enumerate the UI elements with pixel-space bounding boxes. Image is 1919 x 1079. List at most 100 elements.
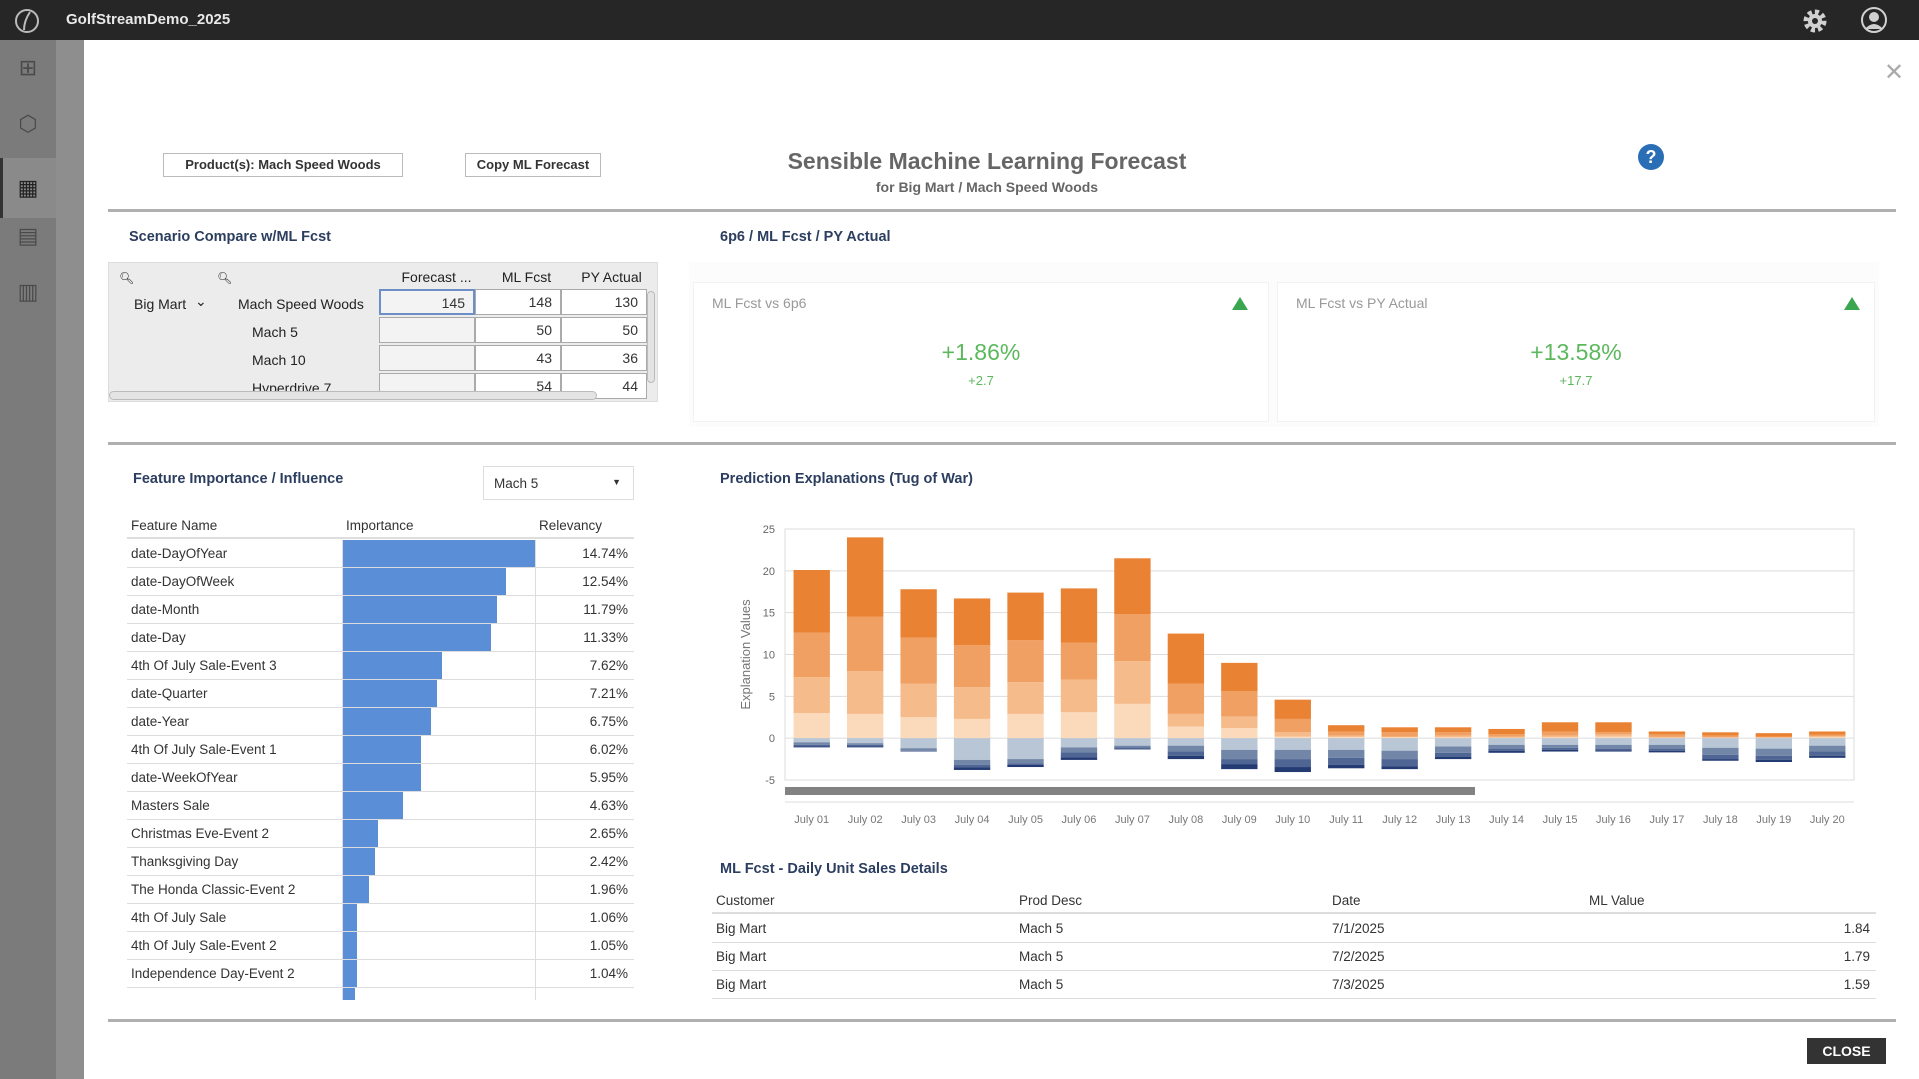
positive-bar-segment [900,683,937,718]
positive-bar-segment [1167,683,1205,714]
py-actual-cell[interactable]: 36 [561,345,647,371]
negative-bar-segment [793,742,830,745]
forecast-cell[interactable]: 145 [379,289,475,315]
importance-bar [343,988,355,1000]
sidebar-item-dashboard[interactable]: ▦ [0,158,56,218]
ml-value-cell: 1.59 [1843,977,1870,992]
search-icon[interactable]: 🔍︎ [217,271,233,285]
positive-bar-segment [953,718,991,739]
column-header[interactable]: ML Fcst [501,269,552,285]
detail-row: Big Mart Mach 5 7/2/2025 1.79 [712,943,1876,971]
trend-up-icon [1232,297,1248,310]
page-title: Sensible Machine Learning Forecast [787,148,1187,174]
positive-bar-segment [1381,736,1418,738]
ml-fcst-cell[interactable]: 50 [475,317,561,343]
x-tick-label: July 15 [1543,814,1578,826]
ml-fcst-cell[interactable]: 148 [475,289,561,315]
column-header: Feature Name [131,518,218,533]
kpi-delta: +17.7 [1559,373,1593,388]
chart-scrollbar[interactable] [785,787,1475,795]
positive-bar-segment [1221,728,1258,739]
customer-cell: Big Mart [716,921,767,936]
relevancy-value: 1.06% [589,910,628,925]
negative-bar-segment [1328,757,1365,765]
feature-row: Christmas Eve-Event 2 2.65% [127,820,634,848]
relevancy-value: 11.79% [583,602,628,617]
py-actual-cell[interactable]: 50 [561,317,647,343]
details-title: ML Fcst - Daily Unit Sales Details [720,861,948,877]
y-tick-label: 0 [769,733,775,745]
ml-fcst-cell[interactable]: 43 [475,345,561,371]
negative-bar-segment [793,744,830,747]
negative-bar-segment [1060,738,1098,748]
forecast-cell[interactable] [379,317,475,343]
negative-bar-segment [847,738,884,744]
negative-bar-segment [1328,764,1365,769]
importance-bar [343,876,369,903]
copy-ml-forecast-button[interactable]: Copy ML Forecast [465,153,601,177]
column-header[interactable]: PY Actual [581,269,642,285]
feature-name: Thanksgiving Day [131,854,239,869]
product-dropdown[interactable]: Mach 5 ▼ [483,466,634,500]
customer-label: Big Mart [134,296,187,312]
negative-bar-segment [1648,738,1686,745]
positive-bar-segment [1328,736,1365,739]
column-header[interactable]: Forecast ... [401,269,472,285]
kpi-section-title: 6p6 / ML Fcst / PY Actual [720,229,891,245]
kpi-card: ML Fcst vs 6p6 +1.86% +2.7 [693,282,1269,422]
negative-bar-segment [1060,752,1098,758]
forecast-cell[interactable] [379,345,475,371]
x-tick-label: July 16 [1596,814,1631,826]
close-icon[interactable]: ✕ [1884,59,1905,86]
gear-icon[interactable] [1801,7,1829,35]
relevancy-value: 12.54% [582,574,628,589]
positive-bar-segment [1328,725,1365,732]
py-actual-cell[interactable]: 130 [561,289,647,315]
horizontal-scrollbar[interactable] [109,391,597,400]
negative-bar-segment [1648,744,1686,749]
positive-bar-segment [1007,682,1044,714]
positive-bar-segment [1541,735,1579,738]
feature-row: Thanksgiving Day 2.42% [127,848,634,876]
close-button[interactable]: CLOSE [1807,1038,1886,1064]
hierarchy-icon[interactable]: ⊞ [18,55,38,80]
modal-backdrop [56,40,84,1079]
y-tick-label: 25 [763,524,775,536]
positive-bar-segment [1434,735,1472,738]
positive-bar-segment [1381,727,1418,733]
product-selector-button[interactable]: Product(s): Mach Speed Woods [163,153,403,177]
x-tick-label: July 18 [1703,814,1738,826]
search-icon[interactable]: 🔍︎ [119,271,135,285]
scenario-compare-grid: 🔍︎ 🔍︎ Forecast ... ML Fcst PY Actual Big… [108,262,658,402]
customer-cell: Big Mart [716,949,767,964]
positive-bar-segment [1648,736,1686,738]
vertical-scrollbar[interactable] [647,291,655,383]
chevron-down-icon[interactable]: ⌄ [195,293,207,309]
y-tick-label: 5 [769,691,775,703]
feature-row: 4th Of July Sale-Event 3 7.62% [127,652,634,680]
x-tick-label: July 17 [1649,814,1684,826]
negative-bar-segment [1060,747,1098,753]
user-avatar-icon[interactable] [1860,6,1888,34]
negative-bar-segment [1595,750,1632,752]
details-table-header: Customer Prod Desc Date ML Value [712,888,1876,914]
positive-bar-segment [953,598,991,646]
cube-icon[interactable]: ⬡ [18,111,38,136]
sidebar: ⊞ ⬡ ▦ ▤ ▥ ‹ [0,40,65,1079]
negative-bar-segment [1167,755,1205,760]
feature-name: date-WeekOfYear [131,770,238,785]
positive-bar-segment [847,713,884,739]
negative-bar-segment [1434,738,1472,747]
positive-bar-segment [1060,712,1098,739]
trend-up-icon [1844,297,1860,310]
help-icon[interactable]: ? [1638,144,1664,170]
importance-bar [343,848,375,875]
document-icon[interactable]: ▤ [17,223,39,248]
importance-bar [343,764,421,791]
positive-bar-segment [1809,736,1846,738]
negative-bar-segment [1167,751,1205,756]
carousel-icon[interactable]: ▥ [17,279,39,304]
feature-importance-title: Feature Importance / Influence [133,471,344,487]
product-label: Mach 10 [252,352,306,368]
relevancy-value: 6.02% [589,742,628,757]
